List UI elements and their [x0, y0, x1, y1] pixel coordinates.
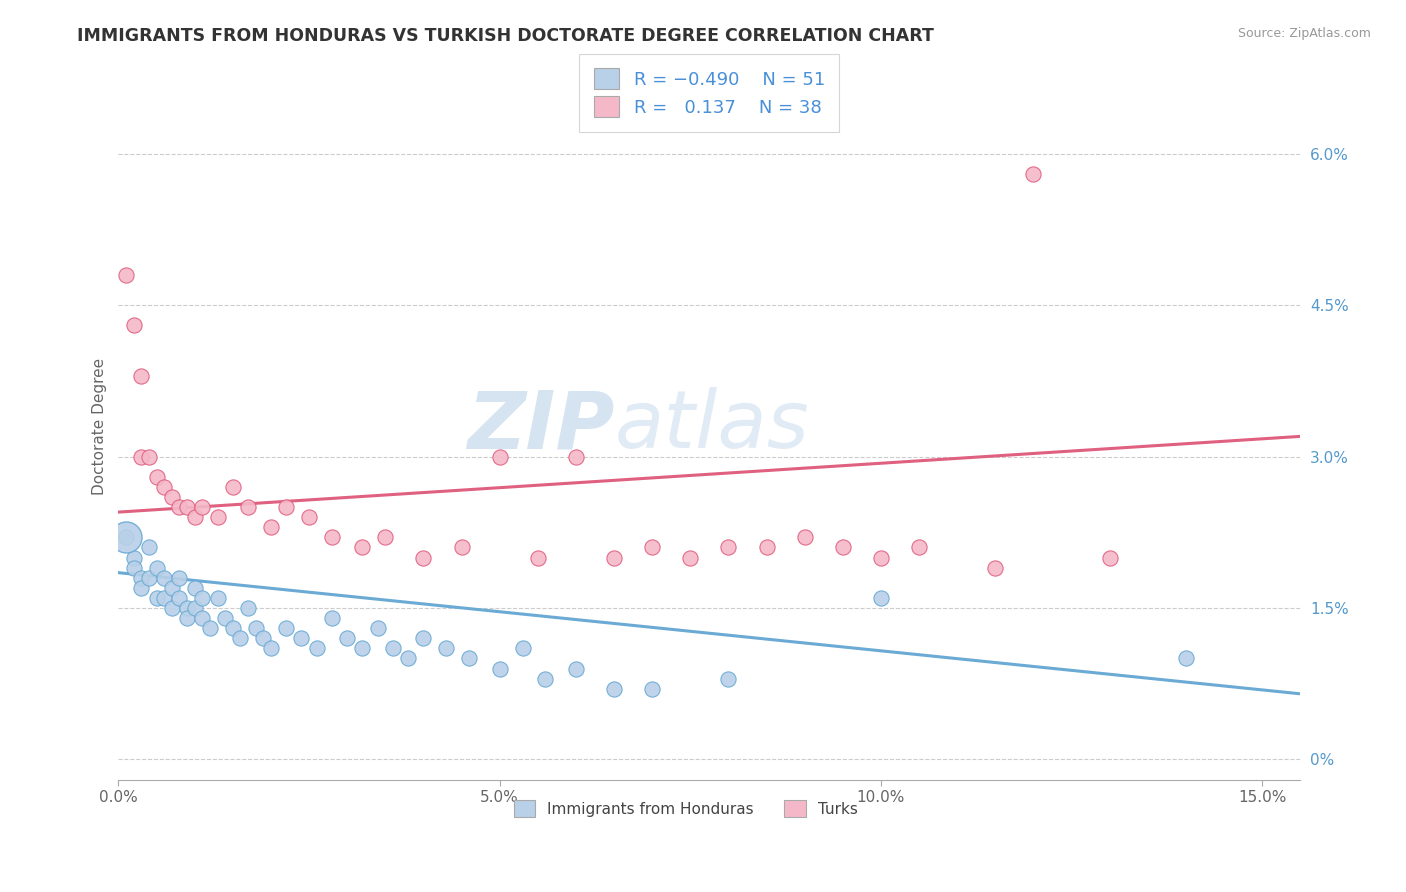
- Point: [290, 632, 312, 646]
- Point: [122, 560, 145, 574]
- Point: [458, 651, 481, 665]
- Point: [298, 510, 321, 524]
- Point: [160, 581, 183, 595]
- Legend: Immigrants from Honduras, Turks: Immigrants from Honduras, Turks: [506, 792, 866, 825]
- Point: [222, 480, 245, 494]
- Point: [160, 601, 183, 615]
- Point: [305, 641, 328, 656]
- Point: [641, 681, 664, 696]
- Point: [450, 541, 472, 555]
- Point: [717, 541, 740, 555]
- Point: [153, 591, 176, 605]
- Point: [176, 500, 198, 514]
- Y-axis label: Doctorate Degree: Doctorate Degree: [93, 358, 107, 495]
- Point: [412, 632, 434, 646]
- Point: [131, 368, 153, 383]
- Point: [169, 571, 191, 585]
- Point: [831, 541, 853, 555]
- Point: [260, 520, 283, 534]
- Point: [131, 581, 153, 595]
- Point: [1174, 651, 1197, 665]
- Point: [679, 550, 702, 565]
- Point: [1098, 550, 1121, 565]
- Point: [321, 611, 343, 625]
- Point: [222, 621, 245, 635]
- Point: [603, 550, 626, 565]
- Point: [488, 450, 510, 464]
- Point: [176, 601, 198, 615]
- Point: [198, 621, 221, 635]
- Text: ZIP: ZIP: [467, 387, 614, 466]
- Point: [870, 550, 893, 565]
- Text: IMMIGRANTS FROM HONDURAS VS TURKISH DOCTORATE DEGREE CORRELATION CHART: IMMIGRANTS FROM HONDURAS VS TURKISH DOCT…: [77, 27, 934, 45]
- Point: [755, 541, 778, 555]
- Point: [160, 490, 183, 504]
- Point: [183, 581, 205, 595]
- Text: atlas: atlas: [614, 387, 810, 466]
- Point: [122, 550, 145, 565]
- Point: [565, 662, 588, 676]
- Point: [565, 450, 588, 464]
- Point: [229, 632, 252, 646]
- Point: [381, 641, 404, 656]
- Point: [207, 591, 229, 605]
- Point: [115, 530, 138, 544]
- Point: [534, 672, 557, 686]
- Point: [115, 268, 138, 282]
- Point: [336, 632, 359, 646]
- Text: Source: ZipAtlas.com: Source: ZipAtlas.com: [1237, 27, 1371, 40]
- Point: [145, 591, 167, 605]
- Point: [115, 530, 138, 544]
- Point: [153, 480, 176, 494]
- Point: [252, 632, 274, 646]
- Point: [488, 662, 510, 676]
- Point: [183, 510, 205, 524]
- Point: [352, 541, 374, 555]
- Point: [1022, 167, 1045, 181]
- Point: [183, 601, 205, 615]
- Point: [717, 672, 740, 686]
- Point: [870, 591, 893, 605]
- Point: [321, 530, 343, 544]
- Point: [367, 621, 389, 635]
- Point: [352, 641, 374, 656]
- Point: [236, 601, 259, 615]
- Point: [207, 510, 229, 524]
- Point: [138, 571, 160, 585]
- Point: [603, 681, 626, 696]
- Point: [131, 571, 153, 585]
- Point: [138, 450, 160, 464]
- Point: [145, 560, 167, 574]
- Point: [145, 469, 167, 483]
- Point: [138, 541, 160, 555]
- Point: [434, 641, 457, 656]
- Point: [793, 530, 815, 544]
- Point: [153, 571, 176, 585]
- Point: [245, 621, 267, 635]
- Point: [641, 541, 664, 555]
- Point: [260, 641, 283, 656]
- Point: [191, 500, 214, 514]
- Point: [396, 651, 419, 665]
- Point: [236, 500, 259, 514]
- Point: [169, 591, 191, 605]
- Point: [526, 550, 548, 565]
- Point: [191, 611, 214, 625]
- Point: [374, 530, 396, 544]
- Point: [169, 500, 191, 514]
- Point: [276, 500, 298, 514]
- Point: [512, 641, 534, 656]
- Point: [276, 621, 298, 635]
- Point: [131, 450, 153, 464]
- Point: [908, 541, 931, 555]
- Point: [122, 318, 145, 333]
- Point: [412, 550, 434, 565]
- Point: [984, 560, 1007, 574]
- Point: [214, 611, 236, 625]
- Point: [191, 591, 214, 605]
- Point: [176, 611, 198, 625]
